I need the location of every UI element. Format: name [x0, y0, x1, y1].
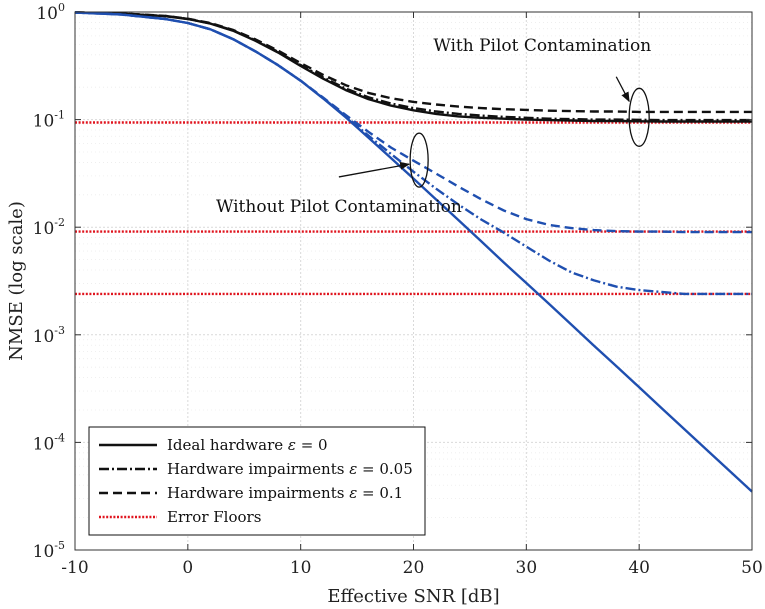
series-line-with-dashed — [74, 11, 752, 114]
annotation-layer: With Pilot Contamination Without Pilot Co… — [216, 36, 651, 217]
annotation-arrow-without — [338, 161, 411, 178]
y-axis-title: NMSE (log scale) — [6, 201, 27, 361]
x-tick-label: 30 — [516, 558, 538, 578]
tick-layer: -10 0 10 20 30 40 50 100 10-1 10-2 10-3 10-4 10-5 — [33, 1, 763, 578]
legend-entry-label: Ideal hardware ε = 0 — [167, 436, 328, 454]
x-tick-label: 50 — [741, 558, 763, 578]
error-floor-layer — [75, 121, 752, 296]
annotation-ellipse-with — [628, 87, 650, 147]
annotation-label-without: Without Pilot Contamination — [216, 197, 462, 217]
y-tick-label: 100 — [36, 1, 65, 24]
x-tick-label: -10 — [61, 558, 88, 578]
legend-entry-label: Error Floors — [167, 508, 261, 526]
legend: Ideal hardware ε = 0 Hardware impairments… — [88, 426, 426, 536]
annotation-ellipse-without — [409, 132, 429, 188]
x-tick-label: 0 — [182, 558, 193, 578]
legend-entry-label: Hardware impairments ε = 0.05 — [167, 460, 413, 478]
legend-entry-label: Hardware impairments ε = 0.1 — [167, 484, 403, 502]
x-tick-label: 20 — [403, 558, 425, 578]
y-tick-label: 10-5 — [33, 539, 65, 562]
y-tick-label: 10-1 — [33, 109, 65, 132]
x-tick-label: 40 — [628, 558, 650, 578]
annotation-label-with: With Pilot Contamination — [433, 36, 651, 56]
x-axis-title: Effective SNR [dB] — [327, 586, 499, 607]
series-layer — [74, 11, 753, 493]
x-tick-label: 10 — [290, 558, 312, 578]
series-line-without-dashdot — [74, 11, 752, 296]
annotation-arrow-with — [615, 76, 630, 103]
y-tick-label: 10-2 — [33, 216, 65, 239]
y-tick-label: 10-4 — [33, 431, 65, 454]
y-tick-label: 10-3 — [33, 324, 65, 347]
series-line-with-dashdot — [74, 11, 752, 122]
